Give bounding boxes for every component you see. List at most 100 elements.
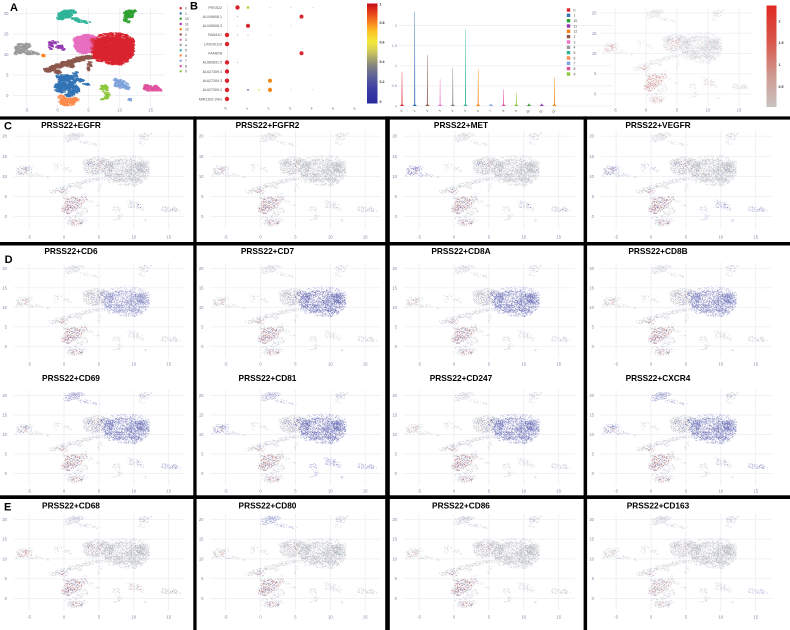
svg-text:7: 7 (574, 62, 576, 66)
svg-text:15: 15 (589, 285, 594, 290)
svg-text:-5: -5 (25, 108, 29, 113)
svg-text:10: 10 (131, 235, 136, 240)
svg-text:15: 15 (753, 489, 758, 494)
svg-text:-5: -5 (614, 615, 618, 620)
svg-text:20: 20 (199, 393, 204, 398)
svg-text:1.5: 1.5 (779, 41, 784, 45)
svg-text:-5: -5 (417, 615, 421, 620)
svg-text:-5: -5 (27, 489, 31, 494)
svg-text:AL049608.1: AL049608.1 (203, 15, 222, 19)
svg-text:-5: -5 (27, 615, 31, 620)
svg-text:2: 2 (395, 24, 397, 28)
svg-text:PRSS22: PRSS22 (208, 6, 222, 10)
svg-text:-5: -5 (224, 235, 228, 240)
svg-text:5: 5 (685, 615, 688, 620)
svg-text:5: 5 (592, 324, 595, 329)
svg-text:0: 0 (201, 344, 204, 349)
svg-text:15: 15 (556, 235, 561, 240)
svg-text:5: 5 (685, 235, 688, 240)
svg-text:10: 10 (4, 52, 9, 57)
svg-text:5: 5 (98, 235, 101, 240)
svg-text:10: 10 (718, 362, 723, 367)
svg-text:0: 0 (63, 362, 66, 367)
svg-text:8: 8 (501, 109, 505, 113)
svg-text:-5: -5 (417, 235, 421, 240)
svg-text:AL049608.3: AL049608.3 (203, 24, 222, 28)
svg-text:10: 10 (521, 489, 526, 494)
svg-text:20: 20 (199, 517, 204, 522)
svg-text:7: 7 (185, 59, 187, 63)
svg-text:8: 8 (574, 67, 576, 71)
svg-text:5: 5 (676, 108, 679, 113)
svg-text:1: 1 (412, 109, 416, 113)
svg-text:0: 0 (453, 362, 456, 367)
svg-text:5: 5 (5, 194, 8, 199)
svg-text:3: 3 (574, 40, 576, 44)
svg-text:PRSS22+MET: PRSS22+MET (434, 120, 488, 130)
svg-text:15: 15 (2, 537, 7, 542)
svg-text:5: 5 (395, 194, 398, 199)
svg-text:10: 10 (718, 235, 723, 240)
svg-text:5: 5 (463, 109, 467, 113)
svg-text:0: 0 (453, 235, 456, 240)
svg-text:0: 0 (201, 214, 204, 219)
svg-text:15: 15 (363, 362, 368, 367)
svg-text:-5: -5 (613, 108, 617, 113)
svg-text:15: 15 (4, 32, 9, 37)
svg-text:6: 6 (353, 106, 357, 110)
svg-text:10: 10 (589, 556, 594, 561)
svg-text:0: 0 (650, 362, 653, 367)
svg-text:15: 15 (2, 285, 7, 290)
svg-text:LINC00115: LINC00115 (204, 42, 222, 46)
svg-text:15: 15 (166, 489, 171, 494)
svg-text:15: 15 (199, 537, 204, 542)
svg-text:20: 20 (392, 517, 397, 522)
svg-text:5: 5 (201, 452, 204, 457)
svg-text:5: 5 (488, 235, 491, 240)
svg-text:0.8: 0.8 (380, 21, 385, 25)
svg-text:3: 3 (438, 109, 442, 113)
svg-text:10: 10 (592, 51, 597, 56)
svg-text:20: 20 (589, 393, 594, 398)
svg-text:10: 10 (131, 362, 136, 367)
svg-text:-5: -5 (27, 235, 31, 240)
svg-text:15: 15 (753, 615, 758, 620)
svg-text:0: 0 (259, 235, 262, 240)
svg-text:2: 2 (185, 33, 187, 37)
svg-text:-5: -5 (224, 489, 228, 494)
svg-text:2: 2 (574, 35, 576, 39)
svg-text:0: 0 (259, 362, 262, 367)
svg-text:0: 0 (6, 93, 9, 98)
svg-text:6: 6 (574, 56, 576, 60)
svg-text:0: 0 (650, 615, 653, 620)
svg-text:0: 0 (650, 235, 653, 240)
svg-text:8: 8 (185, 64, 187, 68)
svg-text:0: 0 (592, 471, 595, 476)
svg-text:5: 5 (5, 452, 8, 457)
svg-text:12: 12 (574, 30, 578, 34)
svg-text:5: 5 (98, 489, 101, 494)
svg-text:FAM87B: FAM87B (208, 52, 222, 56)
svg-text:2: 2 (267, 106, 271, 110)
svg-text:15: 15 (166, 362, 171, 367)
svg-text:10: 10 (521, 235, 526, 240)
svg-text:11: 11 (185, 22, 189, 26)
svg-text:15: 15 (556, 489, 561, 494)
svg-text:PRSS22+CD68: PRSS22+CD68 (42, 501, 100, 511)
svg-text:0: 0 (594, 92, 597, 97)
svg-text:0: 0 (224, 106, 228, 110)
svg-text:0: 0 (395, 214, 398, 219)
svg-text:0: 0 (5, 214, 8, 219)
svg-text:10: 10 (199, 432, 204, 437)
svg-text:PRSS22+CD7: PRSS22+CD7 (241, 246, 295, 256)
svg-text:10: 10 (706, 108, 711, 113)
svg-text:10: 10 (392, 305, 397, 310)
svg-text:-5: -5 (614, 362, 618, 367)
svg-text:11: 11 (574, 24, 578, 28)
svg-text:15: 15 (753, 235, 758, 240)
svg-text:5: 5 (185, 49, 187, 53)
svg-text:20: 20 (589, 134, 594, 139)
svg-text:15: 15 (589, 537, 594, 542)
svg-text:AL669831.5: AL669831.5 (203, 61, 222, 65)
svg-text:15: 15 (199, 285, 204, 290)
